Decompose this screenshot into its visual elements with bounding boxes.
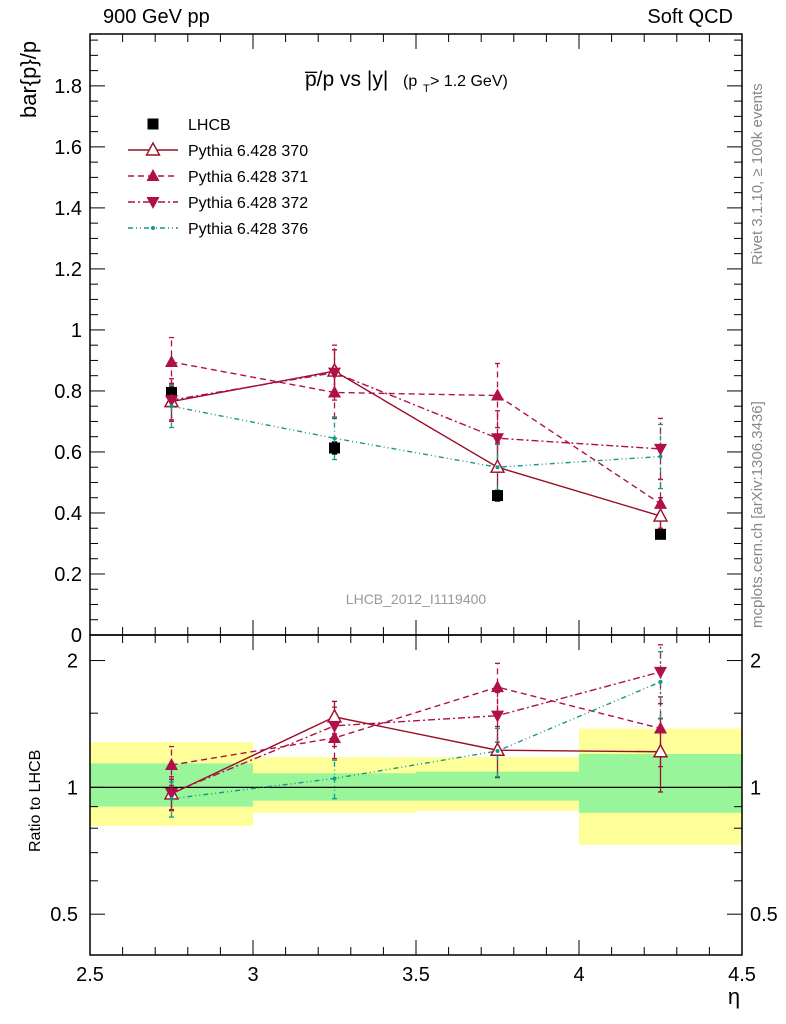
legend-label-p371: Pythia 6.428 371 <box>188 169 308 186</box>
point-p372 <box>165 395 178 408</box>
watermark: LHCB_2012_I1119400 <box>346 591 487 607</box>
point-lhcb <box>655 528 666 540</box>
y-axis-label: bar{p}/p <box>16 41 41 118</box>
legend-marker-p372 <box>146 197 160 209</box>
ratio-point-p371 <box>328 730 341 743</box>
ratio-line-p370 <box>171 716 661 795</box>
ratio-point-p371 <box>654 721 667 734</box>
y-tick-label: 0 <box>71 625 82 647</box>
header-right: Soft QCD <box>647 6 733 28</box>
ratio-point-p376 <box>169 796 174 801</box>
chart-title-sub: T <box>423 83 430 95</box>
series-line-p372 <box>171 371 661 450</box>
legend-marker-p376 <box>151 226 155 230</box>
ratio-y-tick-label: 1 <box>67 777 78 799</box>
x-tick-label: 4 <box>573 964 584 986</box>
point-p372 <box>654 443 667 456</box>
series-line-p376 <box>171 405 661 468</box>
ratio-line-p371 <box>171 686 661 766</box>
y-tick-label: 0.6 <box>54 442 82 464</box>
series-line-p371 <box>171 361 661 505</box>
x-tick-label: 2.5 <box>76 964 104 986</box>
legend-marker-p371 <box>146 169 160 181</box>
point-lhcb <box>492 490 503 502</box>
ratio-y-tick-label-right: 1 <box>750 777 761 799</box>
series-line-p370 <box>171 370 661 517</box>
side-text-upper: Rivet 3.1.10, ≥ 100k events <box>749 83 766 265</box>
legend-marker-p370 <box>145 141 161 156</box>
point-p370 <box>652 507 669 522</box>
x-tick-label: 3.5 <box>402 964 430 986</box>
legend-label-p372: Pythia 6.428 372 <box>188 195 308 212</box>
chart-title-end: > 1.2 GeV) <box>430 73 508 90</box>
ratio-panel-frame <box>89 634 743 956</box>
ratio-y-axis-label: Ratio to LHCB <box>27 750 44 852</box>
ratio-line-p372 <box>171 671 661 794</box>
ratio-point-p376 <box>658 679 663 684</box>
x-tick-label: 4.5 <box>728 964 756 986</box>
x-tick-label: 3 <box>247 964 258 986</box>
ratio-point-p371 <box>165 758 178 771</box>
legend-label-lhcb: LHCB <box>188 117 231 134</box>
y-tick-label: 1 <box>71 320 82 342</box>
point-p371 <box>654 496 667 509</box>
ratio-y-tick-label-right: 2 <box>750 651 761 673</box>
ratio-point-p371 <box>491 680 504 693</box>
ratio-point-p376 <box>332 776 337 781</box>
side-text-lower: mcplots.cern.ch [arXiv:1306.3436] <box>749 401 766 628</box>
ratio-point-p372 <box>491 710 504 723</box>
chart-title-suffix: (p <box>403 73 417 90</box>
ratio-line-p376 <box>171 681 661 800</box>
y-tick-label: 0.2 <box>54 564 82 586</box>
point-lhcb <box>166 386 177 398</box>
ratio-point-p372 <box>328 720 341 733</box>
ratio-point-p372 <box>654 666 667 679</box>
point-p376 <box>332 436 337 441</box>
y-tick-label: 1.8 <box>54 76 82 98</box>
point-p371 <box>491 388 504 401</box>
ratio-point-p372 <box>165 787 178 800</box>
ratio-y-tick-label: 2 <box>67 651 78 673</box>
point-p371 <box>328 385 341 398</box>
chart-title: p̅/p vs |y| <box>304 68 388 91</box>
point-p371 <box>165 354 178 367</box>
legend-label-p376: Pythia 6.428 376 <box>188 221 308 238</box>
legend-marker-lhcb <box>147 118 159 130</box>
header-left: 900 GeV pp <box>103 6 210 28</box>
ratio-y-tick-label: 0.5 <box>50 904 78 926</box>
point-p372 <box>328 367 341 380</box>
y-tick-label: 1.2 <box>54 259 82 281</box>
point-p376 <box>658 454 663 459</box>
y-tick-label: 1.6 <box>54 137 82 159</box>
x-axis-label: η <box>728 984 740 1009</box>
point-p376 <box>169 404 174 409</box>
ratio-point-p370 <box>326 708 343 723</box>
legend-label-p370: Pythia 6.428 370 <box>188 143 308 160</box>
ratio-point-p376 <box>495 748 500 753</box>
y-tick-label: 0.4 <box>54 503 82 525</box>
y-tick-label: 0.8 <box>54 381 82 403</box>
point-lhcb <box>329 442 340 454</box>
ratio-point-p370 <box>652 743 669 758</box>
point-p376 <box>495 465 500 470</box>
point-p372 <box>491 433 504 446</box>
ratio-y-tick-label-right: 0.5 <box>750 904 778 926</box>
y-tick-label: 1.4 <box>54 198 82 220</box>
